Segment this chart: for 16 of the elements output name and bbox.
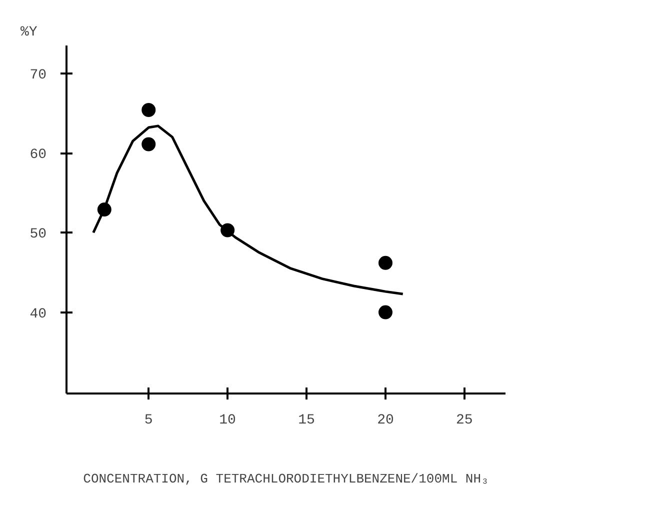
y-tick-label: 60 <box>30 147 47 164</box>
x-tick-label: 5 <box>144 412 153 428</box>
x-axis-title: CONCENTRATION, G TETRACHLORODIETHYLBENZENE/100ML NH₃ <box>83 472 489 486</box>
y-axis-title: %Y <box>20 24 38 40</box>
x-tick-label: 10 <box>219 412 236 428</box>
x-tick-label: 25 <box>456 412 473 428</box>
point <box>378 305 392 320</box>
point <box>142 103 156 117</box>
x-tick-label: 20 <box>377 412 394 428</box>
y-tick-label: 50 <box>30 226 47 243</box>
line-series <box>92 124 404 296</box>
point <box>378 256 392 270</box>
y-tick-label: 70 <box>30 67 47 84</box>
x-tick-label: 15 <box>298 412 315 428</box>
point <box>142 137 156 152</box>
y-tick-label: 40 <box>30 306 47 322</box>
